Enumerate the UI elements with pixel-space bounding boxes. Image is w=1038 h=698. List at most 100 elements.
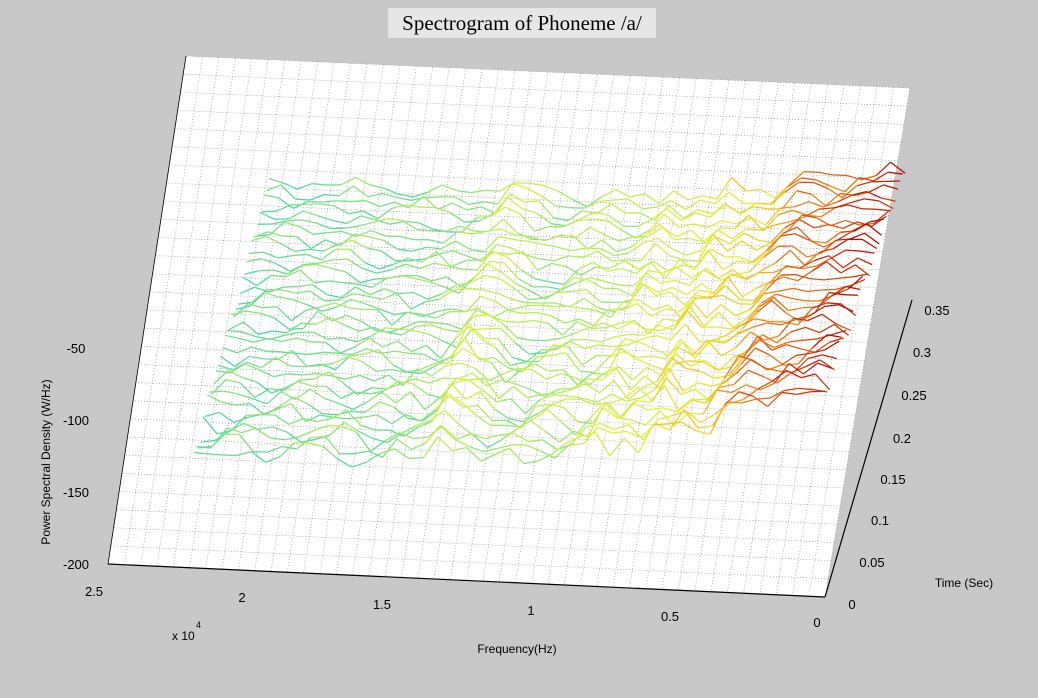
surface-mesh-line [364, 261, 380, 270]
surface-mesh-line [710, 248, 726, 258]
surface-mesh-line [287, 373, 303, 376]
surface-mesh-line [672, 286, 688, 296]
surface-mesh-line [356, 335, 372, 343]
surface-mesh-line [603, 365, 619, 374]
surface-mesh-line [354, 233, 369, 238]
surface-mesh-line [267, 445, 283, 453]
z-tick-label: -50 [67, 341, 86, 356]
surface-mesh-line [251, 289, 268, 303]
surface-mesh-line [346, 215, 362, 225]
surface-mesh-line [589, 226, 605, 236]
surface-mesh-line [769, 389, 785, 399]
surface-mesh-line [742, 335, 759, 359]
grid-line-vertical [645, 79, 730, 589]
surface-mesh-line [684, 259, 699, 262]
surface-mesh-line [726, 401, 742, 404]
surface-mesh-line [347, 258, 363, 269]
surface-mesh-line [334, 205, 350, 215]
surface-mesh-line [647, 407, 663, 411]
surface-mesh-line [314, 371, 330, 380]
surface-mesh-line [620, 319, 635, 324]
surface-mesh-line [873, 171, 889, 182]
surface-mesh-line [777, 209, 793, 216]
surface-mesh-line [833, 323, 849, 336]
surface-mesh-line [766, 322, 782, 326]
surface-mesh-line [687, 195, 703, 201]
surface-mesh-line [226, 427, 242, 434]
surface-mesh-line [594, 402, 610, 406]
surface-mesh-line [254, 286, 270, 293]
surface-mesh-line [637, 355, 652, 359]
surface-mesh-line [818, 247, 834, 254]
surface-mesh-line [633, 401, 649, 411]
chart-title: Spectrogram of Phoneme /a/ [402, 10, 642, 35]
surface-mesh-line [755, 242, 772, 251]
surface-mesh-line [479, 356, 494, 361]
surface-mesh-line [208, 453, 223, 456]
surface-mesh-line [665, 308, 681, 312]
surface-mesh-line [284, 436, 299, 441]
surface-mesh-line [218, 364, 233, 371]
surface-mesh-line [660, 323, 676, 332]
surface-mesh-line [349, 248, 365, 263]
surface-mesh-line [801, 177, 816, 181]
grid-line-horizontal [166, 182, 889, 216]
surface-mesh-line [760, 224, 776, 231]
surface-mesh-line [485, 274, 500, 280]
surface-mesh-line [355, 431, 372, 452]
surface-mesh-line [717, 229, 733, 240]
surface-mesh-line [278, 197, 294, 209]
surface-mesh-line [630, 375, 646, 391]
surface-mesh-line [831, 285, 847, 297]
surface-mesh-line [276, 306, 292, 322]
surface-mesh [193, 161, 906, 468]
surface-mesh-line [562, 321, 578, 336]
grid-line-vertical [759, 85, 845, 595]
surface-mesh-line [625, 397, 641, 402]
surface-mesh-line [376, 368, 391, 372]
surface-mesh-line [735, 359, 752, 374]
surface-mesh-line [553, 344, 568, 347]
surface-mesh-line [292, 253, 307, 257]
surface-mesh-line [576, 321, 592, 329]
surface-mesh-line [810, 349, 825, 354]
surface-mesh-line [748, 214, 764, 232]
surface-mesh-line [423, 353, 439, 363]
surface-mesh-line [360, 424, 376, 431]
surface-mesh-line [566, 266, 582, 276]
surface-mesh-line [539, 394, 555, 401]
z-tick-label: -200 [63, 557, 89, 572]
surface-mesh-line [792, 287, 808, 293]
surface-mesh-line [570, 426, 587, 445]
surface-mesh-line [450, 260, 466, 268]
surface-mesh-line [716, 366, 732, 371]
surface-mesh-line [843, 294, 858, 296]
surface-mesh-line [310, 239, 326, 250]
surface-mesh-line [398, 380, 413, 385]
surface-mesh-line [697, 209, 713, 215]
surface-mesh-line [444, 409, 460, 425]
surface-mesh-line [538, 344, 554, 363]
surface-mesh-line [368, 236, 384, 241]
surface-mesh-line [545, 337, 561, 342]
surface-mesh-line [482, 447, 498, 453]
surface-mesh-line [370, 229, 386, 237]
surface-mesh-line [441, 425, 458, 440]
surface-mesh-line [397, 248, 413, 252]
surface-mesh-line [790, 297, 806, 302]
z-axis-label: Power Spectral Density (W/Hz) [39, 379, 53, 544]
surface-mesh-line [348, 307, 364, 311]
surface-mesh-line [483, 236, 500, 253]
surface-mesh-line [845, 285, 861, 291]
surface-mesh-line [627, 338, 643, 346]
surface-mesh-line [680, 388, 696, 396]
grid-line-vertical [743, 84, 829, 594]
surface-mesh-line [385, 327, 400, 330]
surface-mesh-line [658, 363, 675, 389]
surface-mesh-line [551, 398, 567, 406]
surface-mesh-line [830, 249, 846, 259]
surface-mesh-line [419, 409, 436, 422]
surface-mesh-line [269, 388, 284, 392]
surface-mesh-line [362, 414, 378, 418]
surface-mesh-line [417, 275, 433, 282]
